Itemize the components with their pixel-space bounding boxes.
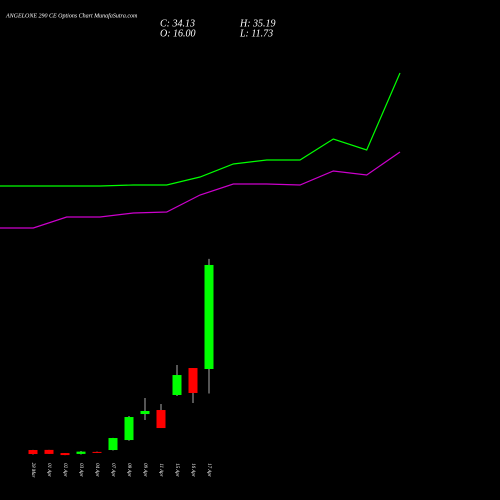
x-tick-label: 02 Apr xyxy=(62,463,67,477)
x-tick-label: 08 Apr xyxy=(126,463,131,477)
x-tick-label: 11 Apr xyxy=(158,463,163,476)
x-tick-label: 01 Apr xyxy=(46,463,51,477)
candle-body xyxy=(60,453,70,456)
indicator-line xyxy=(0,151,401,229)
high-label: H: 35.19 xyxy=(239,18,276,29)
x-tick-label: 09 Apr xyxy=(142,463,147,477)
candle-body xyxy=(44,449,54,454)
close-label: C: 34.13 xyxy=(160,18,195,29)
candle-body xyxy=(188,368,198,393)
x-tick-label: 04 Apr xyxy=(94,463,99,477)
x-tick-label: 28 Mar xyxy=(30,463,35,478)
x-tick-label: 17 Apr xyxy=(206,463,211,477)
candle-body xyxy=(124,417,134,441)
x-tick-label: 16 Apr xyxy=(190,463,195,477)
candle-body xyxy=(92,451,102,453)
candle-body xyxy=(204,264,214,369)
x-tick-label: 03 Apr xyxy=(78,463,83,477)
low-label: L: 11.73 xyxy=(239,28,273,39)
chart-title: ANGELONE 290 CE Options Chart MunafaSutr… xyxy=(5,12,138,19)
x-tick-label: 15 Apr xyxy=(174,463,179,477)
candle-body xyxy=(156,410,166,429)
candle-body xyxy=(28,450,38,455)
x-tick-label: 07 Apr xyxy=(110,463,115,477)
candle-body xyxy=(76,451,86,454)
candle-body xyxy=(172,375,182,395)
candle-body xyxy=(108,438,118,451)
candle-body xyxy=(140,410,150,415)
open-label: O: 16.00 xyxy=(160,28,196,39)
indicator-line xyxy=(0,72,401,187)
